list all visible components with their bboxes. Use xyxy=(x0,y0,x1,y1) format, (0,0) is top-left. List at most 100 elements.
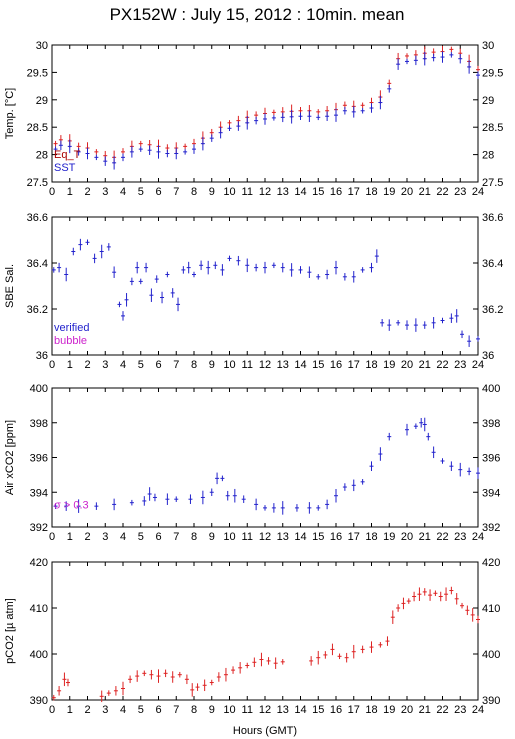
air-xco2-point xyxy=(220,475,225,482)
pco2-x-tick-label: 22 xyxy=(436,704,448,716)
temperature-point xyxy=(129,146,134,158)
salinity-point xyxy=(449,313,454,323)
salinity-x-tick-label: 15 xyxy=(312,359,324,371)
air-xco2-point xyxy=(174,496,179,502)
air-xco2-point xyxy=(147,487,152,501)
temperature-x-tick-label: 14 xyxy=(294,186,306,198)
pco2-point xyxy=(444,587,449,601)
temperature-point xyxy=(440,51,445,63)
pco2-point xyxy=(378,642,383,648)
temperature-point xyxy=(138,140,143,147)
air-xco2-point xyxy=(426,432,431,441)
temperature-x-tick-label: 10 xyxy=(223,186,235,198)
pco2-point xyxy=(57,686,62,696)
chart-title: PX152W : July 15, 2012 : 10min. mean xyxy=(110,5,405,24)
air-xco2-point xyxy=(467,467,472,476)
salinity-point xyxy=(360,267,365,273)
air-xco2-point xyxy=(325,499,330,510)
salinity-point xyxy=(454,309,459,323)
temperature-x-tick-label: 4 xyxy=(120,186,126,198)
pco2-x-tick-label: 1 xyxy=(67,704,73,716)
pco2-x-tick-label: 13 xyxy=(277,704,289,716)
temperature-point xyxy=(280,112,285,123)
pco2-point xyxy=(309,656,314,666)
air-xco2-point xyxy=(369,461,374,471)
air-xco2-point xyxy=(440,458,445,464)
pco2-point xyxy=(449,586,454,595)
temperature-x-tick-label: 2 xyxy=(84,186,90,198)
air-xco2-annotation: σ > 0.3 xyxy=(54,499,89,511)
salinity-x-tick-label: 4 xyxy=(120,359,126,371)
pco2-point xyxy=(113,686,118,696)
salinity-x-tick-label: 5 xyxy=(138,359,144,371)
air-xco2-point xyxy=(209,488,214,497)
air-xco2-y-tick-label-right: 398 xyxy=(482,418,500,430)
salinity-point xyxy=(206,260,211,275)
temperature-point xyxy=(458,53,463,64)
temperature-point xyxy=(121,153,125,162)
air-xco2-x-tick-label: 18 xyxy=(365,531,377,543)
pco2-point xyxy=(412,591,417,602)
temperature-y-tick-label: 28 xyxy=(36,150,48,162)
temperature-point xyxy=(271,109,276,116)
air-xco2-point xyxy=(334,488,338,503)
pco2-point xyxy=(465,605,470,616)
salinity-point xyxy=(374,249,379,263)
pco2-point xyxy=(438,591,443,602)
salinity-point xyxy=(396,320,401,326)
pco2-y-tick-label: 400 xyxy=(30,649,48,661)
pco2-x-tick-label: 2 xyxy=(84,704,90,716)
temperature-point xyxy=(449,46,454,53)
air-xco2-x-tick-label: 16 xyxy=(330,531,342,543)
air-xco2-point xyxy=(200,490,205,505)
air-xco2-point xyxy=(241,495,246,503)
air-xco2-point xyxy=(263,505,267,511)
salinity-x-tick-label: 7 xyxy=(173,359,179,371)
temperature-point xyxy=(325,111,330,121)
salinity-point xyxy=(199,260,204,271)
pco2-point xyxy=(406,598,411,604)
salinity-point xyxy=(431,317,436,329)
temperature-y-tick-label: 29.5 xyxy=(27,67,48,79)
air-xco2-x-tick-label: 14 xyxy=(294,531,306,543)
air-xco2-y-tick-label-right: 396 xyxy=(482,453,500,465)
pco2-point xyxy=(273,657,278,669)
pco2-x-tick-label: 16 xyxy=(330,704,342,716)
pco2-point xyxy=(385,636,390,646)
air-xco2-point xyxy=(94,502,99,510)
temperature-point xyxy=(94,149,99,155)
pco2-point xyxy=(216,672,221,682)
temperature-y-tick-label-right: 29.5 xyxy=(482,67,503,79)
temperature-y-tick-label-right: 29 xyxy=(482,95,494,107)
salinity-point xyxy=(220,264,225,276)
salinity-point xyxy=(342,273,347,281)
air-xco2-x-tick-label: 8 xyxy=(191,531,197,543)
salinity-point xyxy=(334,260,338,275)
air-xco2-x-tick-label: 9 xyxy=(209,531,215,543)
salinity-point xyxy=(254,263,259,272)
temperature-point xyxy=(147,145,152,155)
air-xco2-point xyxy=(294,504,299,512)
salinity-point xyxy=(186,261,191,274)
panel-air-xco2: 0 1 2 3 4 5 6 7 8 9 10 11 12 13 14 15 16 17 18 19 20 21 22 23 24… xyxy=(4,383,500,543)
temperature-point xyxy=(103,156,108,166)
pco2-point xyxy=(190,683,195,697)
salinity-point xyxy=(236,255,241,266)
pco2-point xyxy=(209,679,214,686)
air-xco2-x-tick-label: 10 xyxy=(223,531,235,543)
air-xco2-point xyxy=(316,505,321,511)
temperature-point xyxy=(405,58,409,65)
air-xco2-point xyxy=(476,467,480,479)
pco2-x-tick-label: 24 xyxy=(472,704,484,716)
air-xco2-point xyxy=(342,483,347,491)
air-xco2-point xyxy=(422,417,427,432)
air-xco2-x-tick-label: 13 xyxy=(277,531,289,543)
pco2-y-tick-label-right: 410 xyxy=(482,603,500,615)
pco2-y-tick-label-right: 390 xyxy=(482,695,500,707)
temperature-y-tick-label-right: 30 xyxy=(482,40,494,52)
pco2-point xyxy=(360,645,365,654)
temperature-point xyxy=(271,115,276,121)
pco2-point xyxy=(337,653,342,660)
air-xco2-y-tick-label: 394 xyxy=(30,487,48,499)
air-xco2-point xyxy=(413,423,418,430)
